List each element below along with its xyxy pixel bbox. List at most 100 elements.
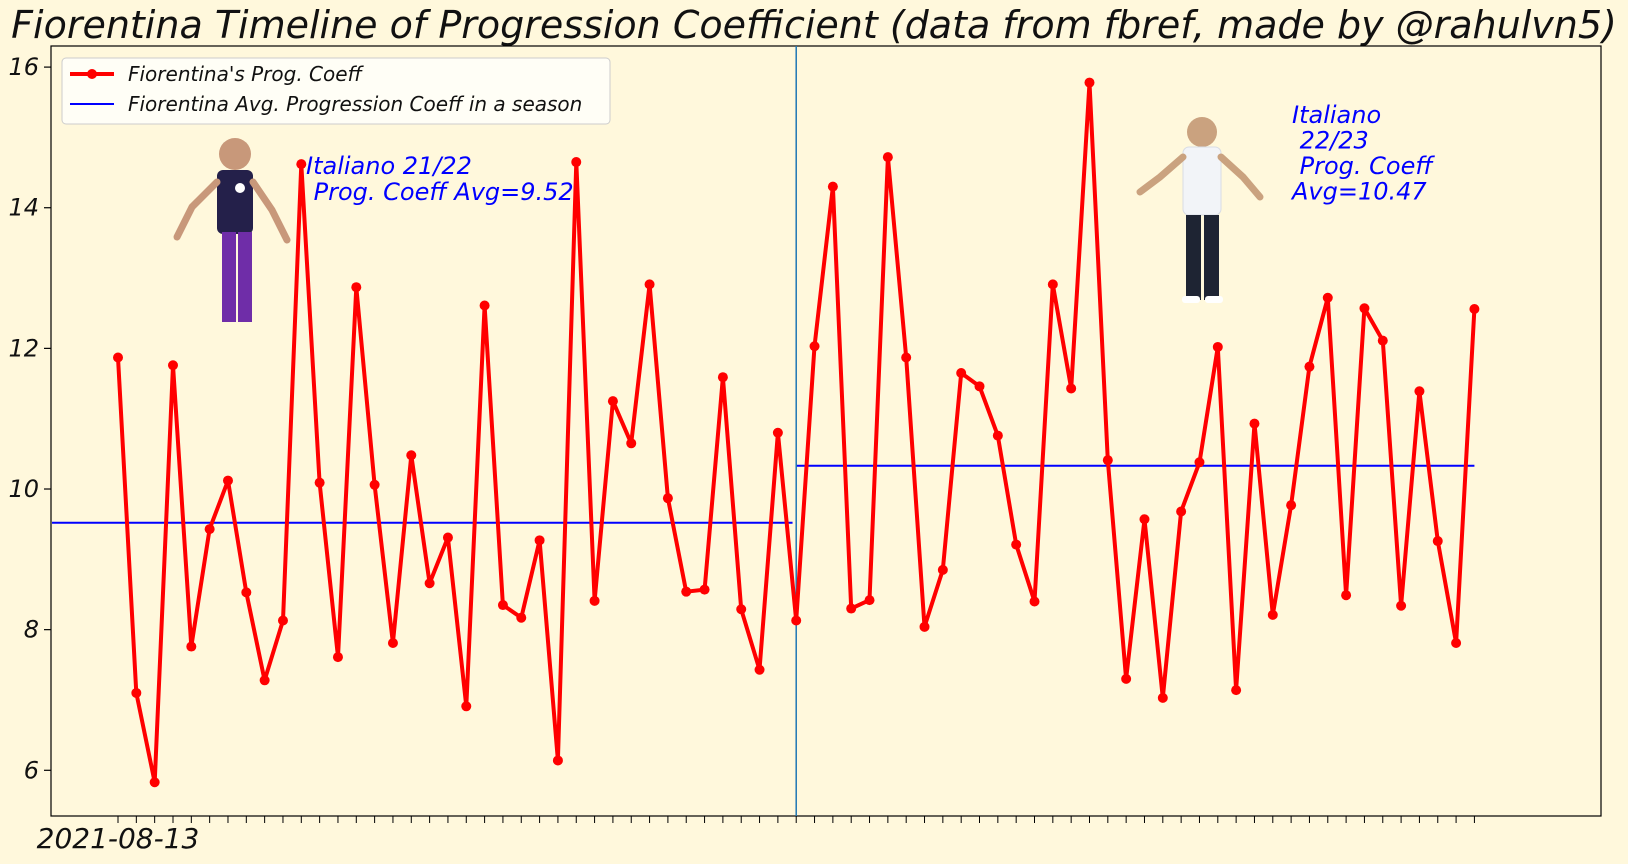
- coach-photo-2223: [1136, 117, 1264, 303]
- data-point: [626, 438, 637, 449]
- data-point: [186, 641, 197, 652]
- x-tick-label: 2021-08-13: [37, 822, 200, 855]
- annotation-line: Prog. Coeff: [1292, 152, 1435, 180]
- data-point: [1469, 303, 1480, 314]
- data-point: [1011, 539, 1022, 550]
- y-tick-label: 8: [24, 616, 39, 644]
- data-point: [479, 300, 490, 311]
- data-point: [149, 777, 160, 788]
- data-point: [406, 450, 417, 461]
- data-point: [442, 532, 453, 543]
- y-tick-label: 14: [8, 194, 39, 222]
- data-point: [204, 524, 215, 535]
- data-point: [1359, 303, 1370, 314]
- data-point: [754, 664, 765, 675]
- legend-label-series: Fiorentina's Prog. Coeff: [128, 62, 365, 86]
- data-point: [1286, 500, 1297, 511]
- data-point: [809, 341, 820, 352]
- data-point: [369, 479, 380, 490]
- data-point: [351, 282, 362, 293]
- data-point: [827, 181, 838, 192]
- data-point: [1176, 506, 1187, 517]
- data-point: [277, 615, 288, 626]
- data-point: [314, 477, 325, 488]
- data-point: [864, 595, 875, 606]
- data-point: [167, 360, 178, 371]
- y-tick-label: 12: [8, 334, 39, 362]
- annotation-line: Avg=10.47: [1290, 178, 1427, 206]
- legend: Fiorentina's Prog. Coeff Fiorentina Avg.…: [61, 57, 611, 125]
- data-point: [644, 279, 655, 290]
- data-point: [131, 687, 142, 698]
- data-point: [1396, 600, 1407, 611]
- prog-coeff-series: [113, 77, 1480, 788]
- annotation-line: Italiano: [1292, 101, 1381, 129]
- data-point: [424, 578, 435, 589]
- data-point: [992, 430, 1003, 441]
- data-point: [662, 493, 673, 504]
- data-point: [1102, 455, 1113, 466]
- data-point: [387, 638, 398, 649]
- data-point: [919, 621, 930, 632]
- annotation-line: 22/23: [1292, 127, 1369, 155]
- data-point: [607, 396, 618, 407]
- legend-box: [61, 57, 611, 125]
- y-tick-label: 10: [8, 475, 39, 503]
- data-point: [516, 612, 527, 623]
- data-point: [882, 152, 893, 163]
- y-axis: 6 8 10 12 14 16: [8, 53, 51, 784]
- data-point: [1047, 279, 1058, 290]
- y-tick-label: 16: [8, 53, 39, 81]
- data-point: [241, 587, 252, 598]
- data-point: [1451, 638, 1462, 649]
- data-point: [736, 604, 747, 615]
- data-point: [937, 564, 948, 575]
- plot-frame: [50, 45, 1602, 817]
- chart-title: Fiorentina Timeline of Progression Coeff…: [11, 3, 1617, 47]
- data-point: [1304, 361, 1315, 372]
- data-point: [1029, 596, 1040, 607]
- data-point: [956, 367, 967, 378]
- data-point: [772, 427, 783, 438]
- data-point: [974, 381, 985, 392]
- data-point: [1377, 335, 1388, 346]
- data-point: [497, 600, 508, 611]
- data-point: [1322, 292, 1333, 303]
- data-point: [1432, 536, 1443, 547]
- data-point: [681, 586, 692, 597]
- data-point: [461, 701, 472, 712]
- data-point: [296, 159, 307, 170]
- data-point: [699, 584, 710, 595]
- data-point: [534, 535, 545, 546]
- data-point: [1139, 514, 1150, 525]
- data-point: [791, 615, 802, 626]
- data-point: [589, 595, 600, 606]
- data-point: [1231, 685, 1242, 696]
- data-point: [901, 352, 912, 363]
- data-point: [552, 755, 563, 766]
- annotation-italiano-2122: Italiano 21/22 Prog. Coeff Avg=9.52: [306, 152, 574, 206]
- data-point: [1121, 673, 1132, 684]
- data-point: [222, 475, 233, 486]
- data-point: [1066, 383, 1077, 394]
- data-point: [332, 652, 343, 663]
- data-point: [1084, 77, 1095, 88]
- data-point: [259, 675, 270, 686]
- data-point: [717, 372, 728, 383]
- data-point: [1414, 386, 1425, 397]
- data-point: [1267, 609, 1278, 620]
- data-point: [1212, 341, 1223, 352]
- legend-label-average: Fiorentina Avg. Progression Coeff in a s…: [128, 92, 582, 116]
- annotation-line: Italiano 21/22: [306, 152, 472, 180]
- data-point: [1194, 457, 1205, 468]
- legend-marker-series: [87, 69, 97, 79]
- data-point: [113, 352, 123, 363]
- data-point: [1157, 692, 1168, 703]
- annotation-line: Prog. Coeff Avg=9.52: [306, 178, 574, 206]
- data-point: [571, 157, 582, 168]
- data-point: [1341, 590, 1352, 601]
